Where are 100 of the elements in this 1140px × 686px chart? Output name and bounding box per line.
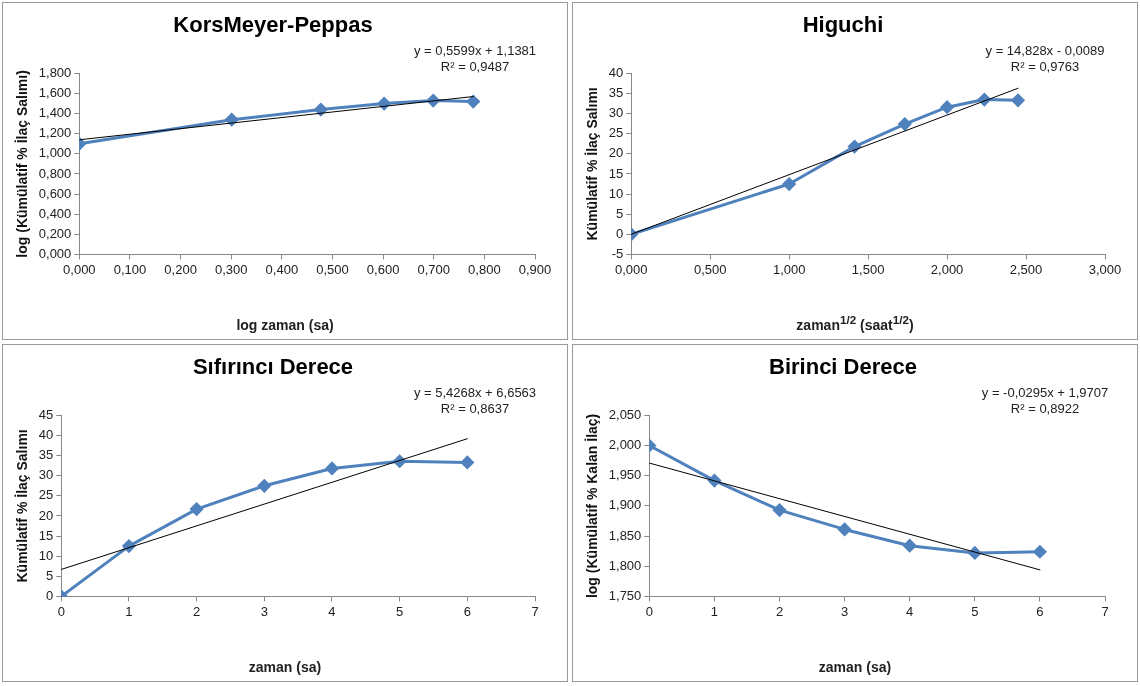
x-tick-label: 5	[396, 603, 404, 619]
y-tick-label: 1,400	[38, 105, 72, 121]
x-tick-label: 0,600	[366, 261, 400, 277]
y-tick-label: 0,400	[38, 205, 72, 221]
y-tick-label: 30	[608, 105, 624, 121]
point	[940, 100, 954, 114]
text: y = 14,828x - 0,0089	[985, 42, 1105, 58]
x-tick-label: 0,800	[468, 261, 501, 277]
x-axis-title: zaman$^{1/2}$ (saat$^{1/2}$)	[795, 313, 915, 333]
annotation: R² = 0,9487	[440, 58, 510, 74]
text: y = 5,4268x + 6,6563	[413, 384, 537, 400]
y-tick-label: 25	[608, 125, 624, 141]
y-tick-label: 1,600	[38, 85, 72, 101]
annotation: R² = 0,9763	[1010, 58, 1080, 74]
point	[782, 177, 796, 191]
point	[1033, 545, 1047, 559]
x-tick-label: 5	[971, 603, 979, 619]
y-tick-label: 35	[38, 447, 54, 463]
point	[773, 503, 787, 517]
y-tick-label: 20	[608, 145, 624, 161]
x-tick-label: 0,200	[164, 261, 197, 277]
x-tick-label: 7	[531, 603, 539, 619]
text: y = -0,0295x + 1,9707	[981, 384, 1109, 400]
y-tick-label: 1,900	[608, 497, 642, 513]
point	[325, 461, 339, 475]
y-tick-label: 2,050	[608, 406, 642, 422]
y-tick-label: 15	[608, 165, 624, 181]
y-tick-label: 15	[38, 527, 54, 543]
chart-title: KorsMeyer-Peppas	[173, 12, 373, 38]
point	[903, 539, 917, 553]
point	[838, 522, 852, 536]
x-tick-label: 4	[328, 603, 336, 619]
annotation: R² = 0,8922	[1010, 400, 1080, 416]
x-tick-label: 0,100	[113, 261, 147, 277]
y-tick-label: 5	[46, 567, 54, 583]
y-tick-label: 10	[38, 547, 54, 563]
point	[460, 455, 474, 469]
x-tick-label: 0,700	[417, 261, 451, 277]
y-axis-title: log (Kümülatif % İlaç Salımı)	[14, 70, 31, 258]
y-tick-label: 30	[38, 467, 54, 483]
y-tick-label: 20	[38, 507, 54, 523]
x-tick-label: 4	[906, 603, 914, 619]
x-tick-label: 2,000	[930, 261, 964, 277]
x-tick-label: 2	[775, 603, 784, 619]
annotation: R² = 0,8637	[440, 400, 510, 416]
y-tick-label: 1,750	[608, 587, 642, 603]
point	[314, 103, 328, 117]
y-tick-label: 0	[616, 225, 624, 241]
y-tick-label: 40	[608, 64, 624, 80]
x-tick-label: 0,400	[265, 261, 299, 277]
y-tick-label: -5	[611, 245, 624, 261]
x-tick-label: 0,900	[518, 261, 552, 277]
y-tick-label: 35	[608, 85, 624, 101]
x-tick-label: 1,000	[772, 261, 806, 277]
point	[466, 95, 480, 109]
x-tick-label: 6	[463, 603, 471, 619]
y-tick-label: 1,950	[608, 467, 642, 483]
y-tick-label: 10	[608, 185, 624, 201]
y-axis-title: log (Kümülatif % Kalan İlaç)	[584, 413, 601, 599]
x-tick-label: 2	[193, 603, 201, 619]
x-tick-label: 1	[125, 603, 133, 619]
y-tick-label: 25	[38, 487, 54, 503]
x-axis-title: log zaman (sa)	[235, 317, 335, 333]
point	[257, 479, 271, 493]
y-axis-title: Kümülatif % İlaç Salımı	[584, 87, 601, 241]
y-tick-label: 0,800	[38, 165, 72, 181]
y-tick-label: 0,600	[38, 185, 72, 201]
y-tick-label: 2,000	[608, 437, 642, 453]
x-tick-label: 0,300	[214, 261, 248, 277]
y-axis-title: Kümülatif % İlaç Salımı	[14, 429, 31, 583]
y-tick-label: 1,000	[38, 145, 72, 161]
y-tick-label: 5	[616, 205, 624, 221]
y-tick-label: 1,800	[38, 64, 72, 80]
y-tick-label: 45	[38, 406, 54, 422]
chart-title: Sıfırıncı Derece	[192, 354, 354, 380]
x-tick-label: 3	[841, 603, 849, 619]
x-tick-label: 3	[260, 603, 268, 619]
y-tick-label: 1,200	[38, 125, 72, 141]
point	[898, 117, 912, 131]
x-tick-label: 3,000	[1088, 261, 1122, 277]
x-tick-label: 7	[1101, 603, 1109, 619]
point	[190, 502, 204, 516]
chart-title: Higuchi	[802, 12, 884, 38]
x-axis-title: zaman (sa)	[247, 659, 323, 675]
x-tick-label: 6	[1036, 603, 1044, 619]
x-tick-label: 0	[645, 603, 653, 619]
x-tick-label: 1	[710, 603, 719, 619]
y-tick-label: 0,200	[38, 225, 72, 241]
x-tick-label: 0,500	[316, 261, 349, 277]
x-tick-label: 2,500	[1009, 261, 1043, 277]
y-tick-label: 0	[46, 587, 54, 603]
chart-title: Birinci Derece	[769, 354, 917, 380]
x-tick-label: 0,000	[63, 261, 96, 277]
y-tick-label: 1,850	[608, 527, 642, 543]
x-tick-label: 1,500	[851, 261, 885, 277]
x-tick-label: 0,500	[693, 261, 727, 277]
y-tick-label: 0,000	[38, 245, 72, 261]
x-axis-title: zaman (sa)	[817, 659, 893, 675]
point	[1011, 93, 1025, 107]
y-tick-label: 1,800	[608, 557, 642, 573]
